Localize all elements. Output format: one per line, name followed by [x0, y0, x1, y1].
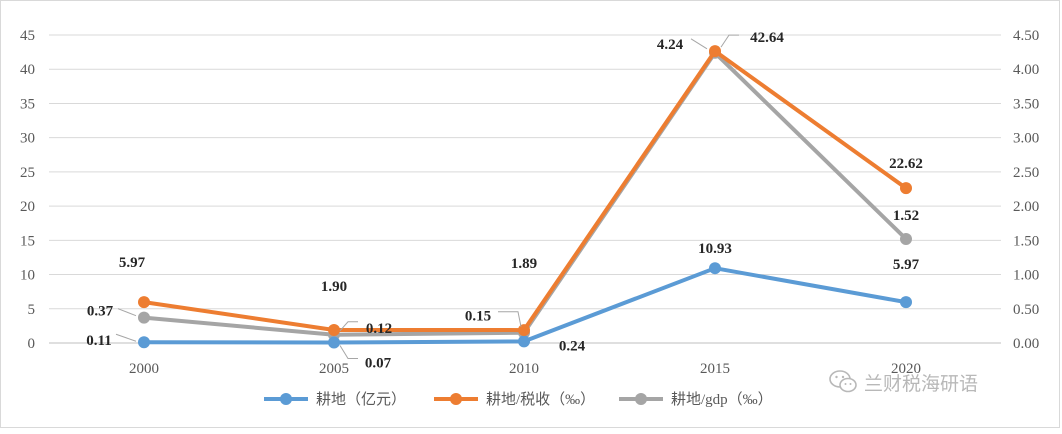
- label-leader-line: [117, 308, 137, 317]
- right-axis-tick: 0.50: [1013, 302, 1039, 318]
- series-line: [143, 49, 908, 333]
- data-point: [709, 45, 721, 58]
- data-point: [709, 262, 721, 275]
- right-axis-tick: 0.00: [1013, 336, 1039, 352]
- data-label: 4.24: [657, 37, 684, 53]
- right-axis-tick: 1.00: [1013, 268, 1039, 284]
- legend-swatch-marker: [280, 393, 292, 405]
- x-axis-tick: 2010: [509, 361, 539, 377]
- x-axis-tick: 2020: [891, 361, 921, 377]
- right-axis-tick: 3.50: [1013, 96, 1039, 112]
- left-axis-tick: 40: [20, 62, 35, 78]
- data-label: 0.37: [87, 304, 114, 320]
- data-label: 42.64: [750, 30, 784, 46]
- legend-label: 耕地/gdp（‰）: [671, 390, 773, 408]
- watermark: 兰财税海研语: [828, 368, 978, 396]
- data-point: [328, 323, 340, 336]
- series-lines: [138, 45, 912, 349]
- x-axis-tick: 2005: [319, 361, 349, 377]
- label-leader-line: [339, 321, 358, 332]
- right-axis-tick: 3.00: [1013, 131, 1039, 147]
- right-axis-tick: 2.00: [1013, 199, 1039, 215]
- x-axis-tick: 2015: [700, 361, 730, 377]
- x-axis-tick: 2000: [129, 361, 159, 377]
- data-point: [518, 335, 530, 348]
- data-label: 0.15: [465, 309, 491, 325]
- left-axis-tick: 30: [20, 131, 35, 147]
- data-label: 0.12: [366, 321, 392, 337]
- left-axis-tick: 15: [20, 233, 35, 249]
- data-label: 1.90: [321, 279, 347, 295]
- legend-swatch-marker: [635, 393, 647, 405]
- data-label: 0.24: [559, 338, 586, 354]
- left-axis-tick: 20: [20, 199, 35, 215]
- label-leader-line: [339, 345, 358, 360]
- left-axis-tick: 35: [20, 96, 35, 112]
- left-axis-tick: 10: [20, 268, 35, 284]
- label-leader-line: [115, 333, 137, 342]
- label-leader-line: [690, 38, 708, 50]
- right-axis-tick: 4.00: [1013, 62, 1039, 78]
- data-point: [138, 311, 150, 324]
- gridlines: [49, 34, 1001, 310]
- data-point: [900, 232, 912, 245]
- data-label: 1.89: [511, 256, 537, 272]
- right-axis-tick: 2.50: [1013, 165, 1039, 181]
- legend-label: 耕地/税收（‰）: [486, 390, 595, 408]
- data-labels: 0.11 0.07 0.24 10.93 5.97 5.97 1.90 1.89 42.64 22…: [86, 30, 923, 371]
- data-point: [900, 296, 912, 309]
- label-leader-line: [498, 311, 522, 327]
- data-label: 5.97: [893, 257, 920, 273]
- data-point: [328, 336, 340, 349]
- data-point: [138, 336, 150, 349]
- data-label: 10.93: [698, 241, 732, 257]
- label-leader-line: [720, 34, 739, 48]
- wechat-icon: [829, 370, 857, 393]
- data-label: 5.97: [119, 255, 146, 271]
- watermark-text: 兰财税海研语: [864, 372, 979, 395]
- series-line: [143, 50, 908, 337]
- data-label: 0.07: [365, 356, 392, 372]
- legend-label: 耕地（亿元）: [316, 390, 406, 408]
- data-point: [518, 324, 530, 337]
- data-label: 22.62: [889, 156, 923, 172]
- legend: 耕地（亿元） 耕地/税收（‰） 耕地/gdp（‰）: [264, 390, 773, 408]
- right-axis-tick: 4.50: [1013, 28, 1039, 44]
- right-axis-tick: 1.50: [1013, 233, 1039, 249]
- axes: 0 5 10 15 20 25 30 35 40 45 0.00 0.50 1.00 1.50 2.00 2.…: [20, 28, 1039, 377]
- legend-swatch-marker: [450, 393, 462, 405]
- left-axis-tick: 45: [20, 28, 35, 44]
- data-label: 0.11: [86, 333, 111, 349]
- data-label: 1.52: [893, 208, 919, 224]
- left-axis-tick: 5: [28, 302, 36, 318]
- data-point: [138, 296, 150, 309]
- data-point: [900, 182, 912, 195]
- left-axis-tick: 0: [28, 336, 36, 352]
- left-axis-tick: 25: [20, 165, 35, 181]
